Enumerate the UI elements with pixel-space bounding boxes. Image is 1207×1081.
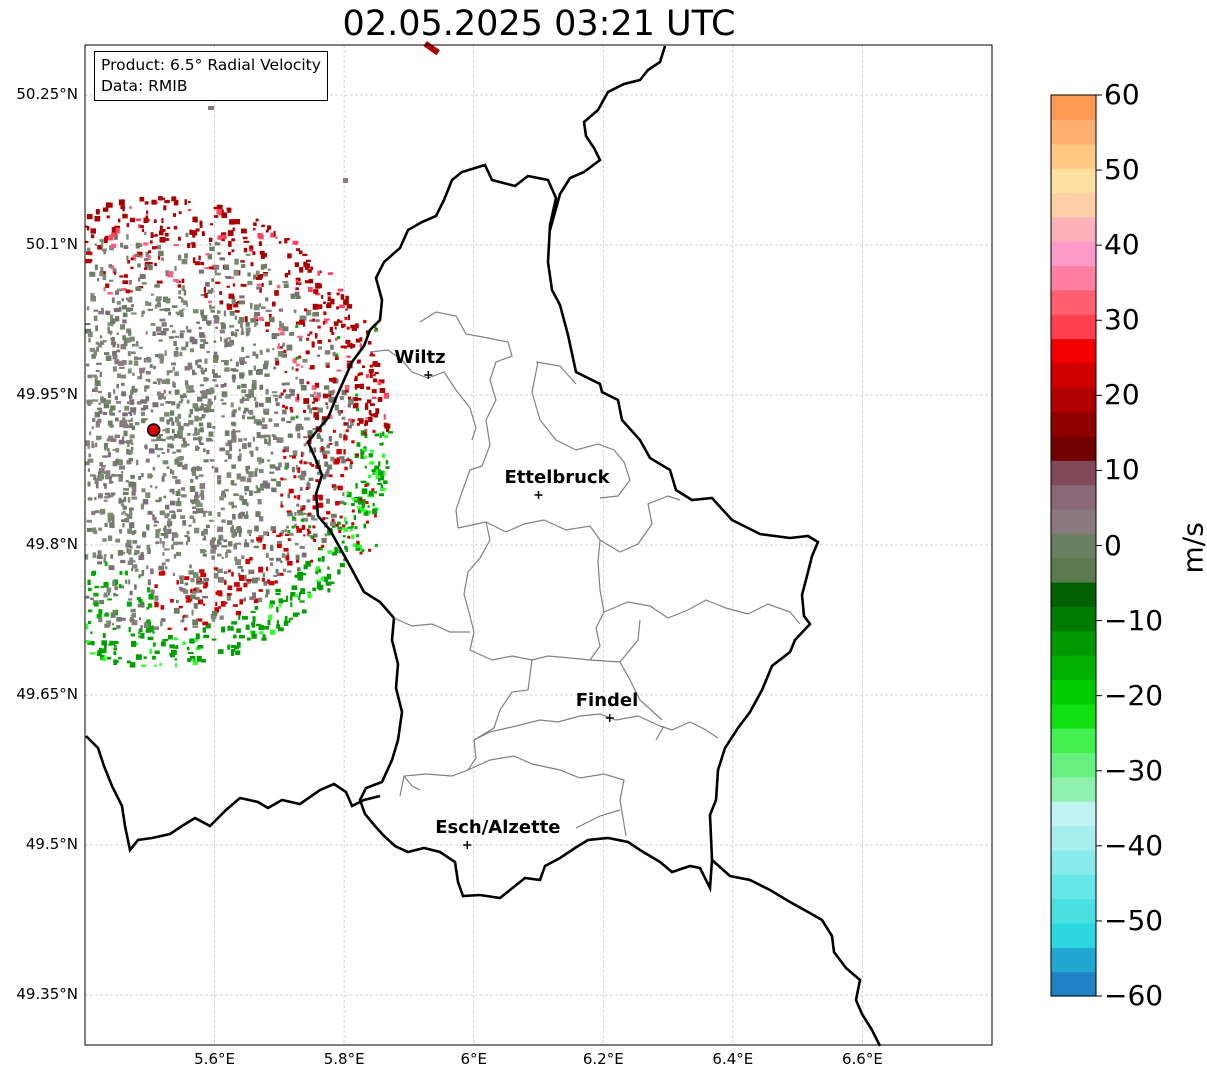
product-info-box: Product: 6.5° Radial Velocity Data: RMIB — [94, 51, 328, 101]
city-label: Wiltz — [394, 347, 446, 368]
country-border-southeast — [711, 859, 882, 1047]
lat-tick-label: 49.95°N — [16, 385, 78, 403]
city-markers — [424, 371, 614, 849]
plot-frame — [84, 44, 993, 1046]
lat-tick-label: 49.5°N — [25, 835, 78, 853]
lon-tick-label: 5.6°E — [194, 1050, 235, 1068]
lat-tick-label: 50.25°N — [16, 85, 78, 103]
lon-tick-label: 5.8°E — [323, 1050, 365, 1068]
lat-tick-label: 49.65°N — [16, 685, 78, 703]
radar-site-marker — [146, 423, 161, 437]
map-title: 02.05.2025 03:21 UTC — [342, 4, 736, 44]
lon-tick-label: 6.6°E — [842, 1050, 883, 1068]
lat-tick-label: 49.8°N — [25, 535, 78, 553]
colorbar-tick-label: 30 — [1104, 303, 1140, 337]
lon-tick-label: 6°E — [460, 1050, 487, 1068]
colorbar-tick-label: 50 — [1104, 153, 1140, 187]
lat-tick-label: 49.35°N — [16, 985, 78, 1003]
country-border-west — [85, 735, 381, 853]
lat-tick-label: 50.1°N — [25, 235, 78, 253]
colorbar-tick-label: −60 — [1104, 979, 1164, 1012]
radar-velocity-field — [85, 41, 440, 668]
colorbar-unit: m/s — [1176, 522, 1207, 574]
country-border-luxembourg — [306, 163, 820, 900]
colorbar-tick-label: 0 — [1104, 528, 1122, 562]
lon-tick-label: 6.4°E — [712, 1050, 754, 1068]
city-label: Esch/Alzette — [435, 817, 561, 838]
city-label: Ettelbruck — [504, 467, 610, 488]
colorbar-tick-label: 60 — [1104, 78, 1140, 111]
data-source-label: Data: RMIB — [101, 77, 188, 95]
colorbar-tick-label: 10 — [1104, 453, 1140, 487]
canton-boundaries — [369, 311, 801, 837]
colorbar — [1051, 95, 1096, 997]
lon-tick-label: 6.2°E — [582, 1050, 624, 1068]
colorbar-tick-label: −30 — [1104, 753, 1164, 787]
colorbar-tick-label: −20 — [1104, 678, 1164, 712]
gridlines — [85, 45, 992, 1045]
colorbar-tick-label: 20 — [1104, 378, 1140, 412]
city-label: Findel — [575, 690, 639, 711]
colorbar-tick-label: 40 — [1104, 228, 1140, 262]
country-border-east — [548, 45, 667, 231]
colorbar-tick-label: −10 — [1104, 603, 1164, 637]
product-label: Product: 6.5° Radial Velocity — [101, 56, 321, 74]
colorbar-tick-label: −50 — [1104, 903, 1164, 937]
colorbar-ticks — [1096, 94, 1102, 997]
colorbar-tick-label: −40 — [1104, 828, 1164, 862]
